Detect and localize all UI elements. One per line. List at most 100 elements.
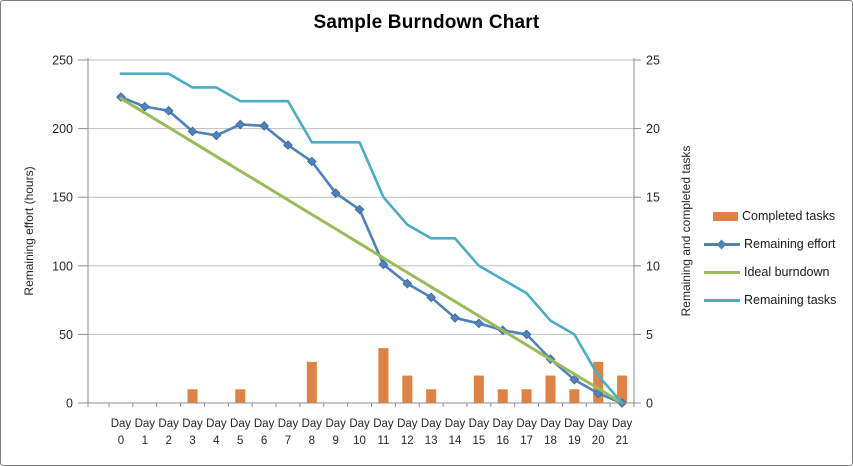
x-axis-label: Day xyxy=(182,418,203,430)
remaining-effort-marker-day-6 xyxy=(259,120,269,131)
remaining-effort-marker-day-4 xyxy=(211,130,222,141)
x-axis-label: Day xyxy=(302,418,323,430)
remaining-effort-marker-day-8 xyxy=(306,156,317,167)
x-axis-label: Day xyxy=(540,418,561,430)
line-stroke xyxy=(704,299,740,302)
bar-day-20 xyxy=(593,361,604,403)
remaining-effort-marker-day-14 xyxy=(450,313,460,323)
x-axis-label: Day xyxy=(158,418,179,430)
x-axis-label: 5 xyxy=(237,435,243,447)
remaining-effort-marker-day-17 xyxy=(521,329,532,340)
legend-label: Completed tasks xyxy=(742,209,836,223)
legend-item-remaining-tasks: Remaining tasks xyxy=(704,290,836,310)
x-axis-label: 7 xyxy=(285,435,291,447)
x-axis-label: 20 xyxy=(592,435,605,447)
remaining-effort-marker-day-5 xyxy=(235,119,246,130)
x-axis-label: Day xyxy=(111,418,132,430)
legend-label: Remaining effort xyxy=(744,237,836,251)
remaining-effort-marker-day-12 xyxy=(402,278,413,289)
remaining-tasks-line xyxy=(119,72,624,405)
bar-day-5 xyxy=(235,389,246,403)
x-axis-label: 0 xyxy=(118,435,124,447)
legend: Completed tasks Remaining effort Ideal b… xyxy=(704,206,836,310)
x-axis-label: Day xyxy=(469,418,490,430)
x-axis-label: 2 xyxy=(165,435,171,447)
x-axis-label: 19 xyxy=(568,435,581,447)
bar-day-13 xyxy=(426,389,437,403)
legend-item-ideal-burndown: Ideal burndown xyxy=(704,262,836,282)
bar-day-18 xyxy=(545,375,556,403)
right-axis-tick-label: 15 xyxy=(646,191,660,205)
ideal-burndown-line-swatch-icon xyxy=(704,266,740,278)
x-axis-label: Day xyxy=(325,418,346,430)
remaining-effort-marker-day-20 xyxy=(593,388,604,399)
remaining-effort-marker-day-9 xyxy=(330,188,341,198)
legend-label: Ideal burndown xyxy=(744,265,830,279)
x-axis-label: Day xyxy=(516,418,537,430)
x-axis-label: Day xyxy=(278,418,299,430)
left-axis-tick-label: 50 xyxy=(59,328,73,342)
remaining-effort-marker-day-15 xyxy=(474,318,484,329)
left-axis-tick-label: 250 xyxy=(52,54,73,68)
bar-day-3 xyxy=(187,389,198,403)
bar-day-17 xyxy=(521,389,532,403)
remaining-effort-marker-day-13 xyxy=(426,292,437,303)
remaining-effort-marker-day-7 xyxy=(283,140,293,150)
x-axis-label: 10 xyxy=(353,435,366,447)
remaining-effort-line xyxy=(119,95,624,405)
remaining-effort-marker-day-1 xyxy=(139,101,150,112)
bar-day-15 xyxy=(473,375,484,403)
right-axis-tick-label: 25 xyxy=(646,54,660,68)
remaining-tasks-line-swatch-icon xyxy=(704,294,740,306)
x-axis-label: 4 xyxy=(213,435,220,447)
x-axis-label: 17 xyxy=(520,435,533,447)
x-axis-label: 9 xyxy=(333,435,339,447)
remaining-effort-marker-day-19 xyxy=(569,374,580,385)
ideal-burndown-line xyxy=(119,96,624,405)
left-axis-tick-label: 100 xyxy=(52,259,73,273)
x-axis-label: 14 xyxy=(449,435,462,447)
legend-item-completed-tasks: Completed tasks xyxy=(704,206,836,226)
bar-day-8 xyxy=(306,361,317,403)
x-axis-label: 15 xyxy=(472,435,485,447)
bar-day-12 xyxy=(402,375,413,403)
bar-day-19 xyxy=(569,389,580,403)
remaining-effort-line-swatch-icon xyxy=(704,238,740,250)
x-axis-label: Day xyxy=(349,418,370,430)
x-axis-label: 12 xyxy=(401,435,414,447)
x-axis-label: 3 xyxy=(189,435,195,447)
left-axis-tick-label: 150 xyxy=(52,191,73,205)
remaining-effort-marker-day-2 xyxy=(163,105,174,116)
chart-title: Sample Burndown Chart xyxy=(313,12,540,33)
bar-day-16 xyxy=(497,389,508,403)
left-axis-tick-label: 200 xyxy=(52,122,73,136)
x-axis-label: Day xyxy=(230,418,251,430)
x-axis-label: 11 xyxy=(377,435,389,447)
bar-day-11 xyxy=(378,348,389,403)
x-axis-label: 18 xyxy=(544,435,557,447)
remaining-effort-marker-day-10 xyxy=(354,204,365,215)
x-axis-label: Day xyxy=(588,418,609,430)
bar-day-21 xyxy=(617,375,628,403)
line-stroke xyxy=(704,271,740,274)
x-axis-label: Day xyxy=(445,418,466,430)
x-axis-label: Day xyxy=(206,418,227,430)
x-axis-label: 6 xyxy=(261,435,267,447)
right-axis-tick-label: 5 xyxy=(646,328,653,342)
x-axis-label: Day xyxy=(135,418,156,430)
x-axis-label: Day xyxy=(564,418,585,430)
x-axis-label: Day xyxy=(254,418,275,430)
x-axis-label: Day xyxy=(612,418,633,430)
x-axis-label: Day xyxy=(373,418,394,430)
completed-tasks-bar-swatch-icon xyxy=(713,211,738,221)
x-axis-label: 21 xyxy=(616,435,629,447)
right-axis-tick-label: 20 xyxy=(646,122,660,136)
remaining-effort-marker-day-3 xyxy=(187,126,198,137)
legend-label: Remaining tasks xyxy=(744,293,837,307)
x-axis-label: 13 xyxy=(425,435,438,447)
legend-item-remaining-effort: Remaining effort xyxy=(704,234,836,254)
left-axis-tick-label: 0 xyxy=(66,397,73,411)
x-axis-label: Day xyxy=(421,418,442,430)
